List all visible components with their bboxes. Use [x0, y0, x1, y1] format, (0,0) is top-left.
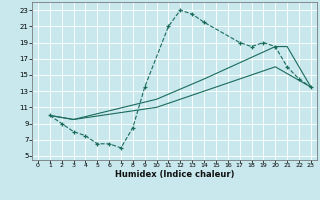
X-axis label: Humidex (Indice chaleur): Humidex (Indice chaleur): [115, 170, 234, 179]
